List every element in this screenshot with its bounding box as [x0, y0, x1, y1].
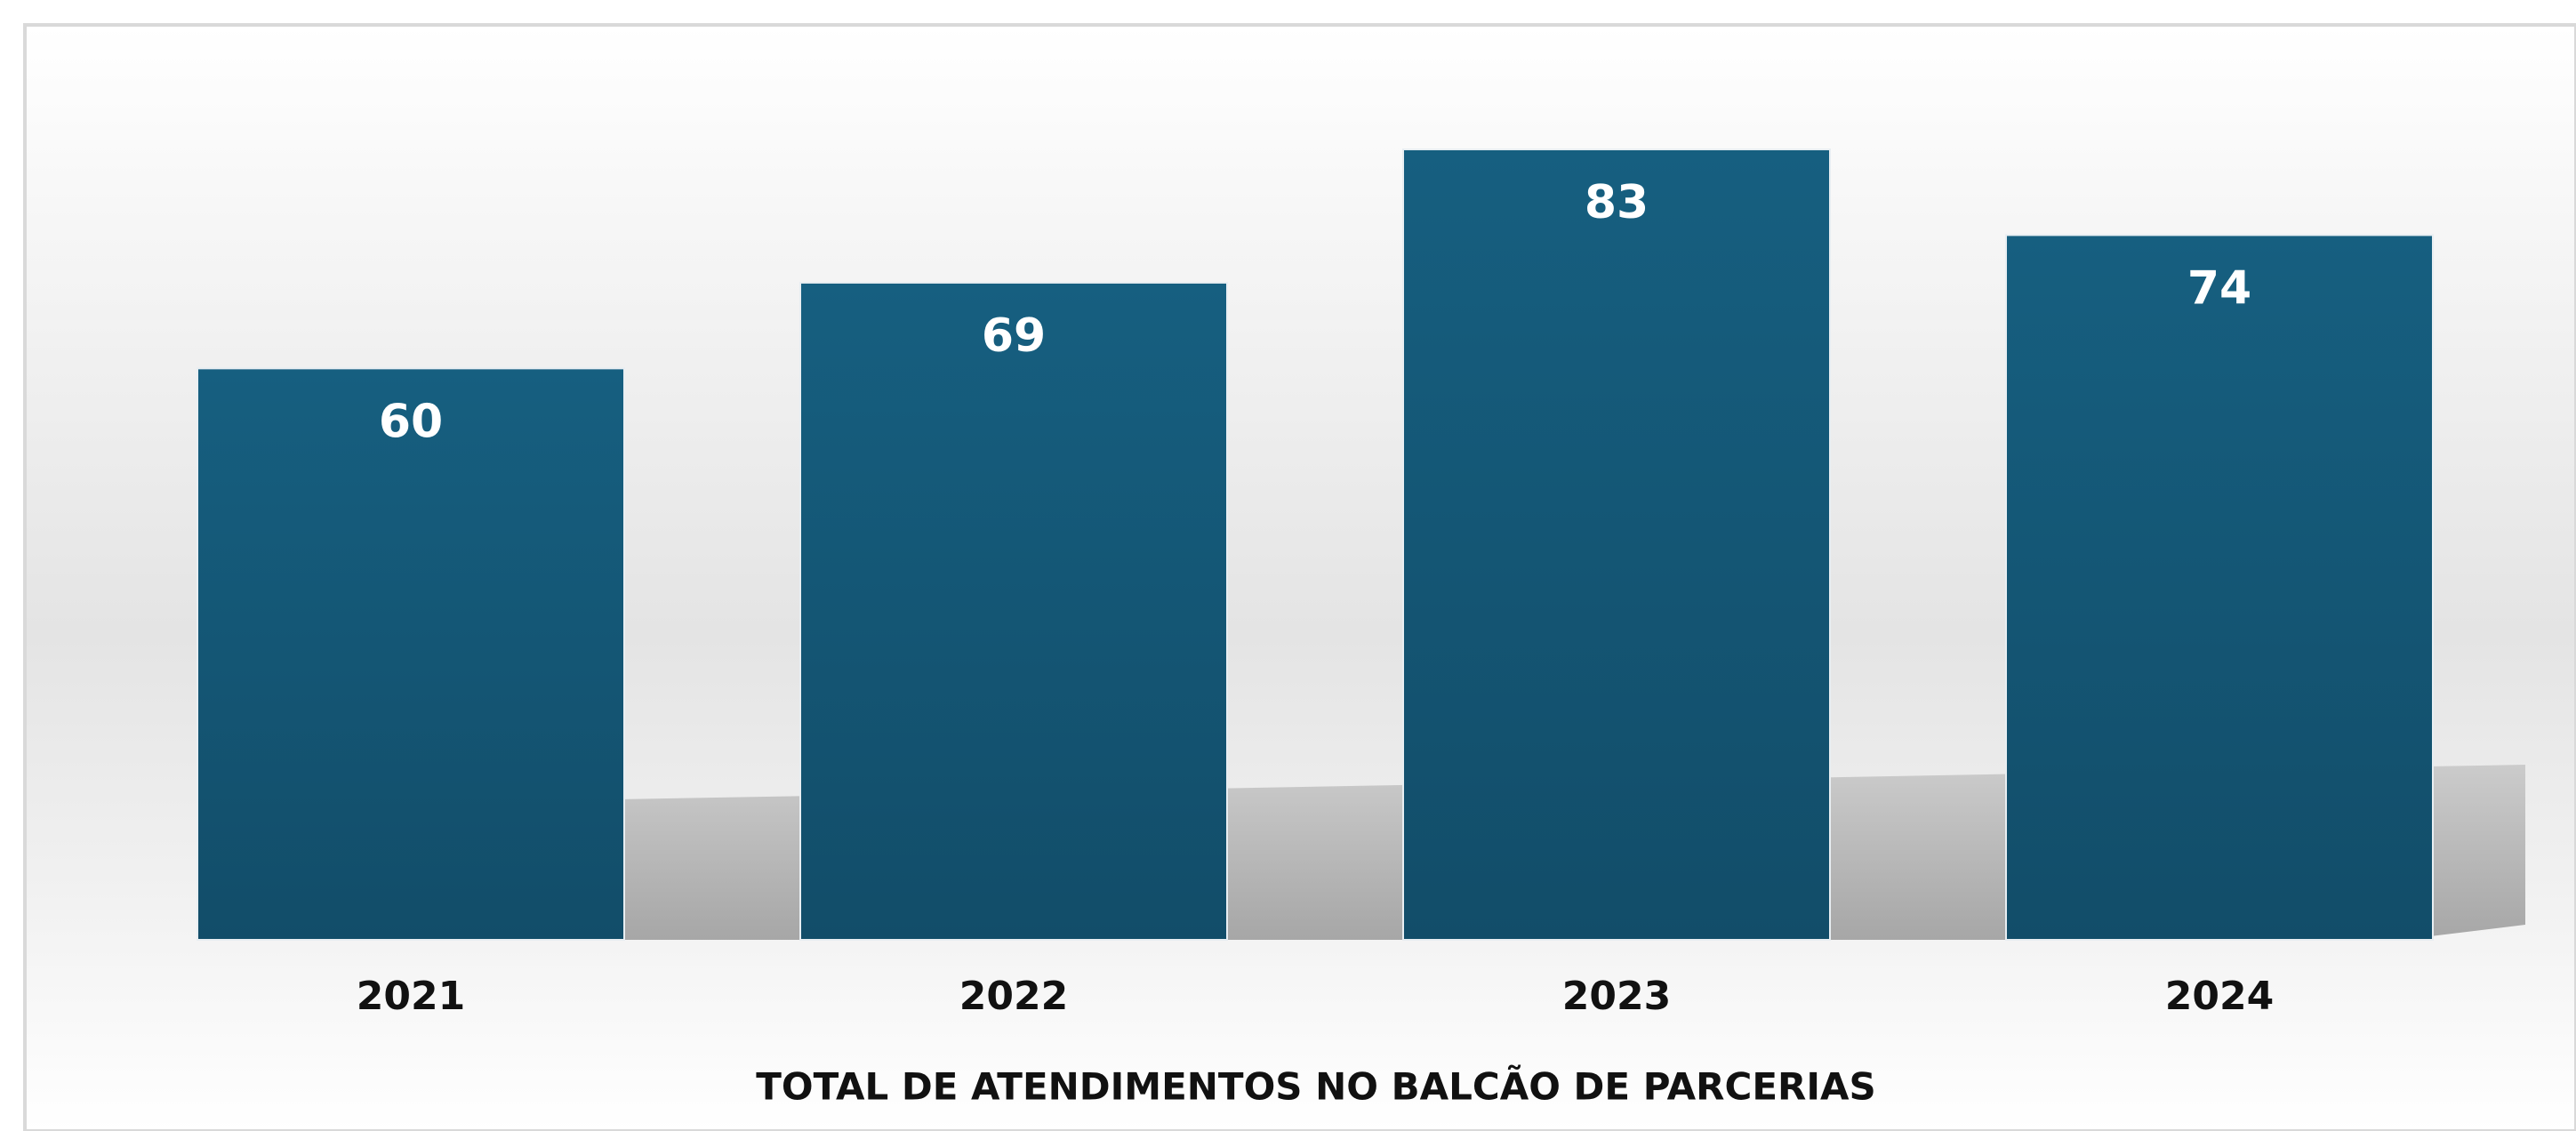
x-tick-label: 2022 — [959, 974, 1068, 1019]
x-tick-label: 2021 — [357, 974, 465, 1019]
floor-shadow — [197, 765, 2525, 940]
value-label: 83 — [1585, 176, 1649, 229]
bar — [2005, 234, 2434, 941]
value-label: 74 — [2187, 261, 2251, 315]
x-tick-label: 2024 — [2165, 974, 2274, 1019]
value-label: 60 — [379, 395, 443, 448]
bar — [197, 367, 625, 941]
x-tick-label: 2023 — [1562, 974, 1671, 1019]
bars: 60 69 83 74 — [197, 148, 2434, 942]
value-label: 69 — [982, 309, 1046, 363]
bar — [1402, 148, 1831, 941]
chart-title: TOTAL DE ATENDIMENTOS NO BALCÃO DE PARCE… — [756, 1064, 1876, 1109]
bar — [799, 281, 1228, 942]
